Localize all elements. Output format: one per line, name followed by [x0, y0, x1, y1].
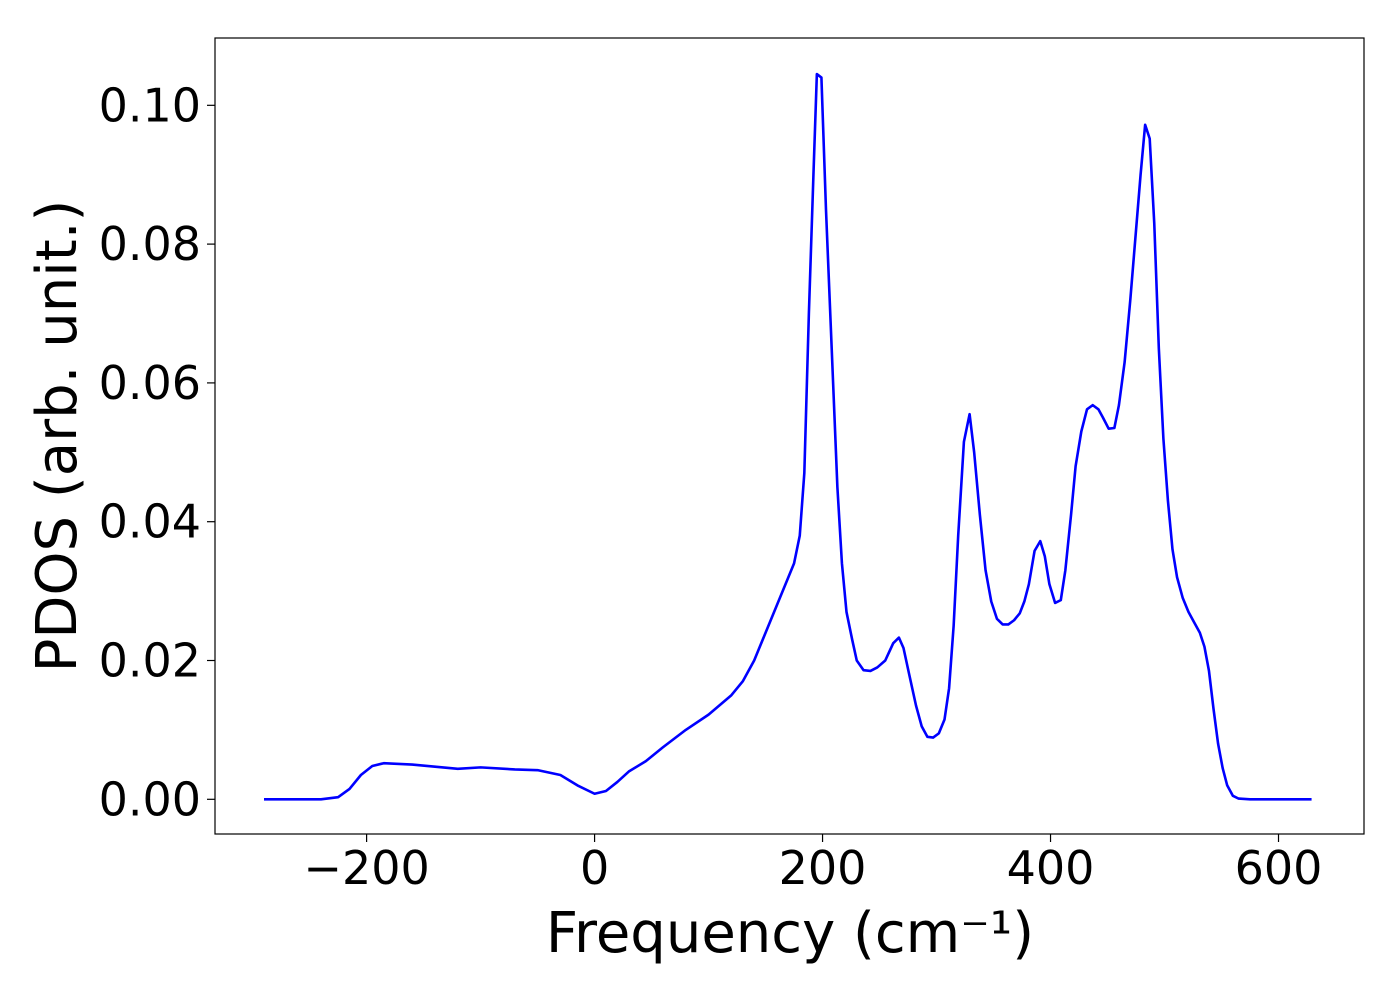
data-line — [264, 72, 1312, 801]
x-tick-label: 600 — [1235, 841, 1323, 895]
y-tick-label: 0.04 — [99, 495, 201, 549]
y-tick-label: 0.02 — [99, 634, 201, 688]
y-axis-label: PDOS (arb. unit.) — [25, 200, 90, 673]
y-tick-label: 0.06 — [99, 356, 201, 410]
x-axis-label: Frequency (cm⁻¹) — [546, 901, 1034, 966]
x-tick-label: 0 — [580, 841, 609, 895]
x-tick-label: 400 — [1007, 841, 1095, 895]
y-tick-label: 0.00 — [99, 772, 201, 826]
plot-frame — [214, 37, 1365, 835]
y-tick-label: 0.10 — [99, 78, 201, 132]
x-tick-label: 200 — [779, 841, 867, 895]
x-tick-label: −200 — [303, 841, 429, 895]
y-tick-label: 0.08 — [99, 217, 201, 271]
